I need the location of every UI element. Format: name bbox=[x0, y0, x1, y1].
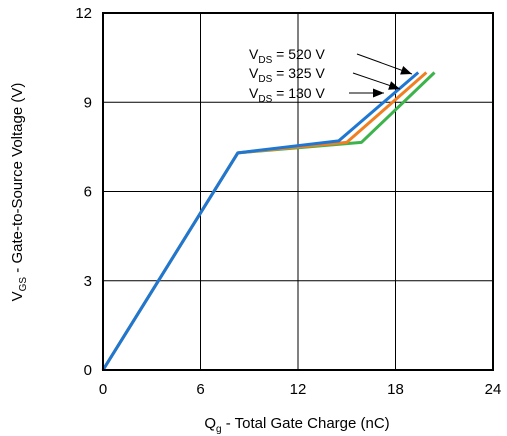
legend-label-1: VDS = 520 V bbox=[249, 46, 325, 66]
x-tick-label: 24 bbox=[485, 381, 502, 398]
x-axis-label: Qg - Total Gate Charge (nC) bbox=[204, 415, 389, 435]
y-tick-label: 0 bbox=[84, 362, 92, 379]
y-tick-label: 3 bbox=[84, 273, 92, 290]
legend-arrowhead-3 bbox=[373, 88, 384, 98]
y-tick-label: 9 bbox=[84, 94, 92, 111]
y-tick-labels: 0 3 6 9 12 bbox=[75, 5, 92, 379]
legend-arrowhead-2 bbox=[388, 81, 400, 90]
y-axis-label: VGS - Gate-to-Source Voltage (V) bbox=[9, 83, 29, 302]
x-tick-label: 0 bbox=[99, 381, 107, 398]
grid-lines bbox=[103, 13, 493, 370]
x-tick-label: 12 bbox=[290, 381, 307, 398]
series-line-3 bbox=[101, 71, 436, 371]
series-line-1 bbox=[101, 71, 420, 371]
legend-label-3: VDS = 130 V bbox=[249, 85, 325, 105]
legend-label-2: VDS = 325 V bbox=[249, 65, 325, 85]
y-tick-label: 6 bbox=[84, 184, 92, 201]
x-tick-labels: 0 6 12 18 24 bbox=[99, 381, 502, 398]
y-tick-label: 12 bbox=[75, 5, 92, 22]
legend-arrowhead-1 bbox=[400, 66, 412, 75]
series-lines bbox=[101, 71, 436, 371]
plot-frame bbox=[102, 12, 494, 371]
x-tick-label: 6 bbox=[196, 381, 204, 398]
series-line-2 bbox=[101, 71, 428, 371]
x-tick-label: 18 bbox=[387, 381, 404, 398]
